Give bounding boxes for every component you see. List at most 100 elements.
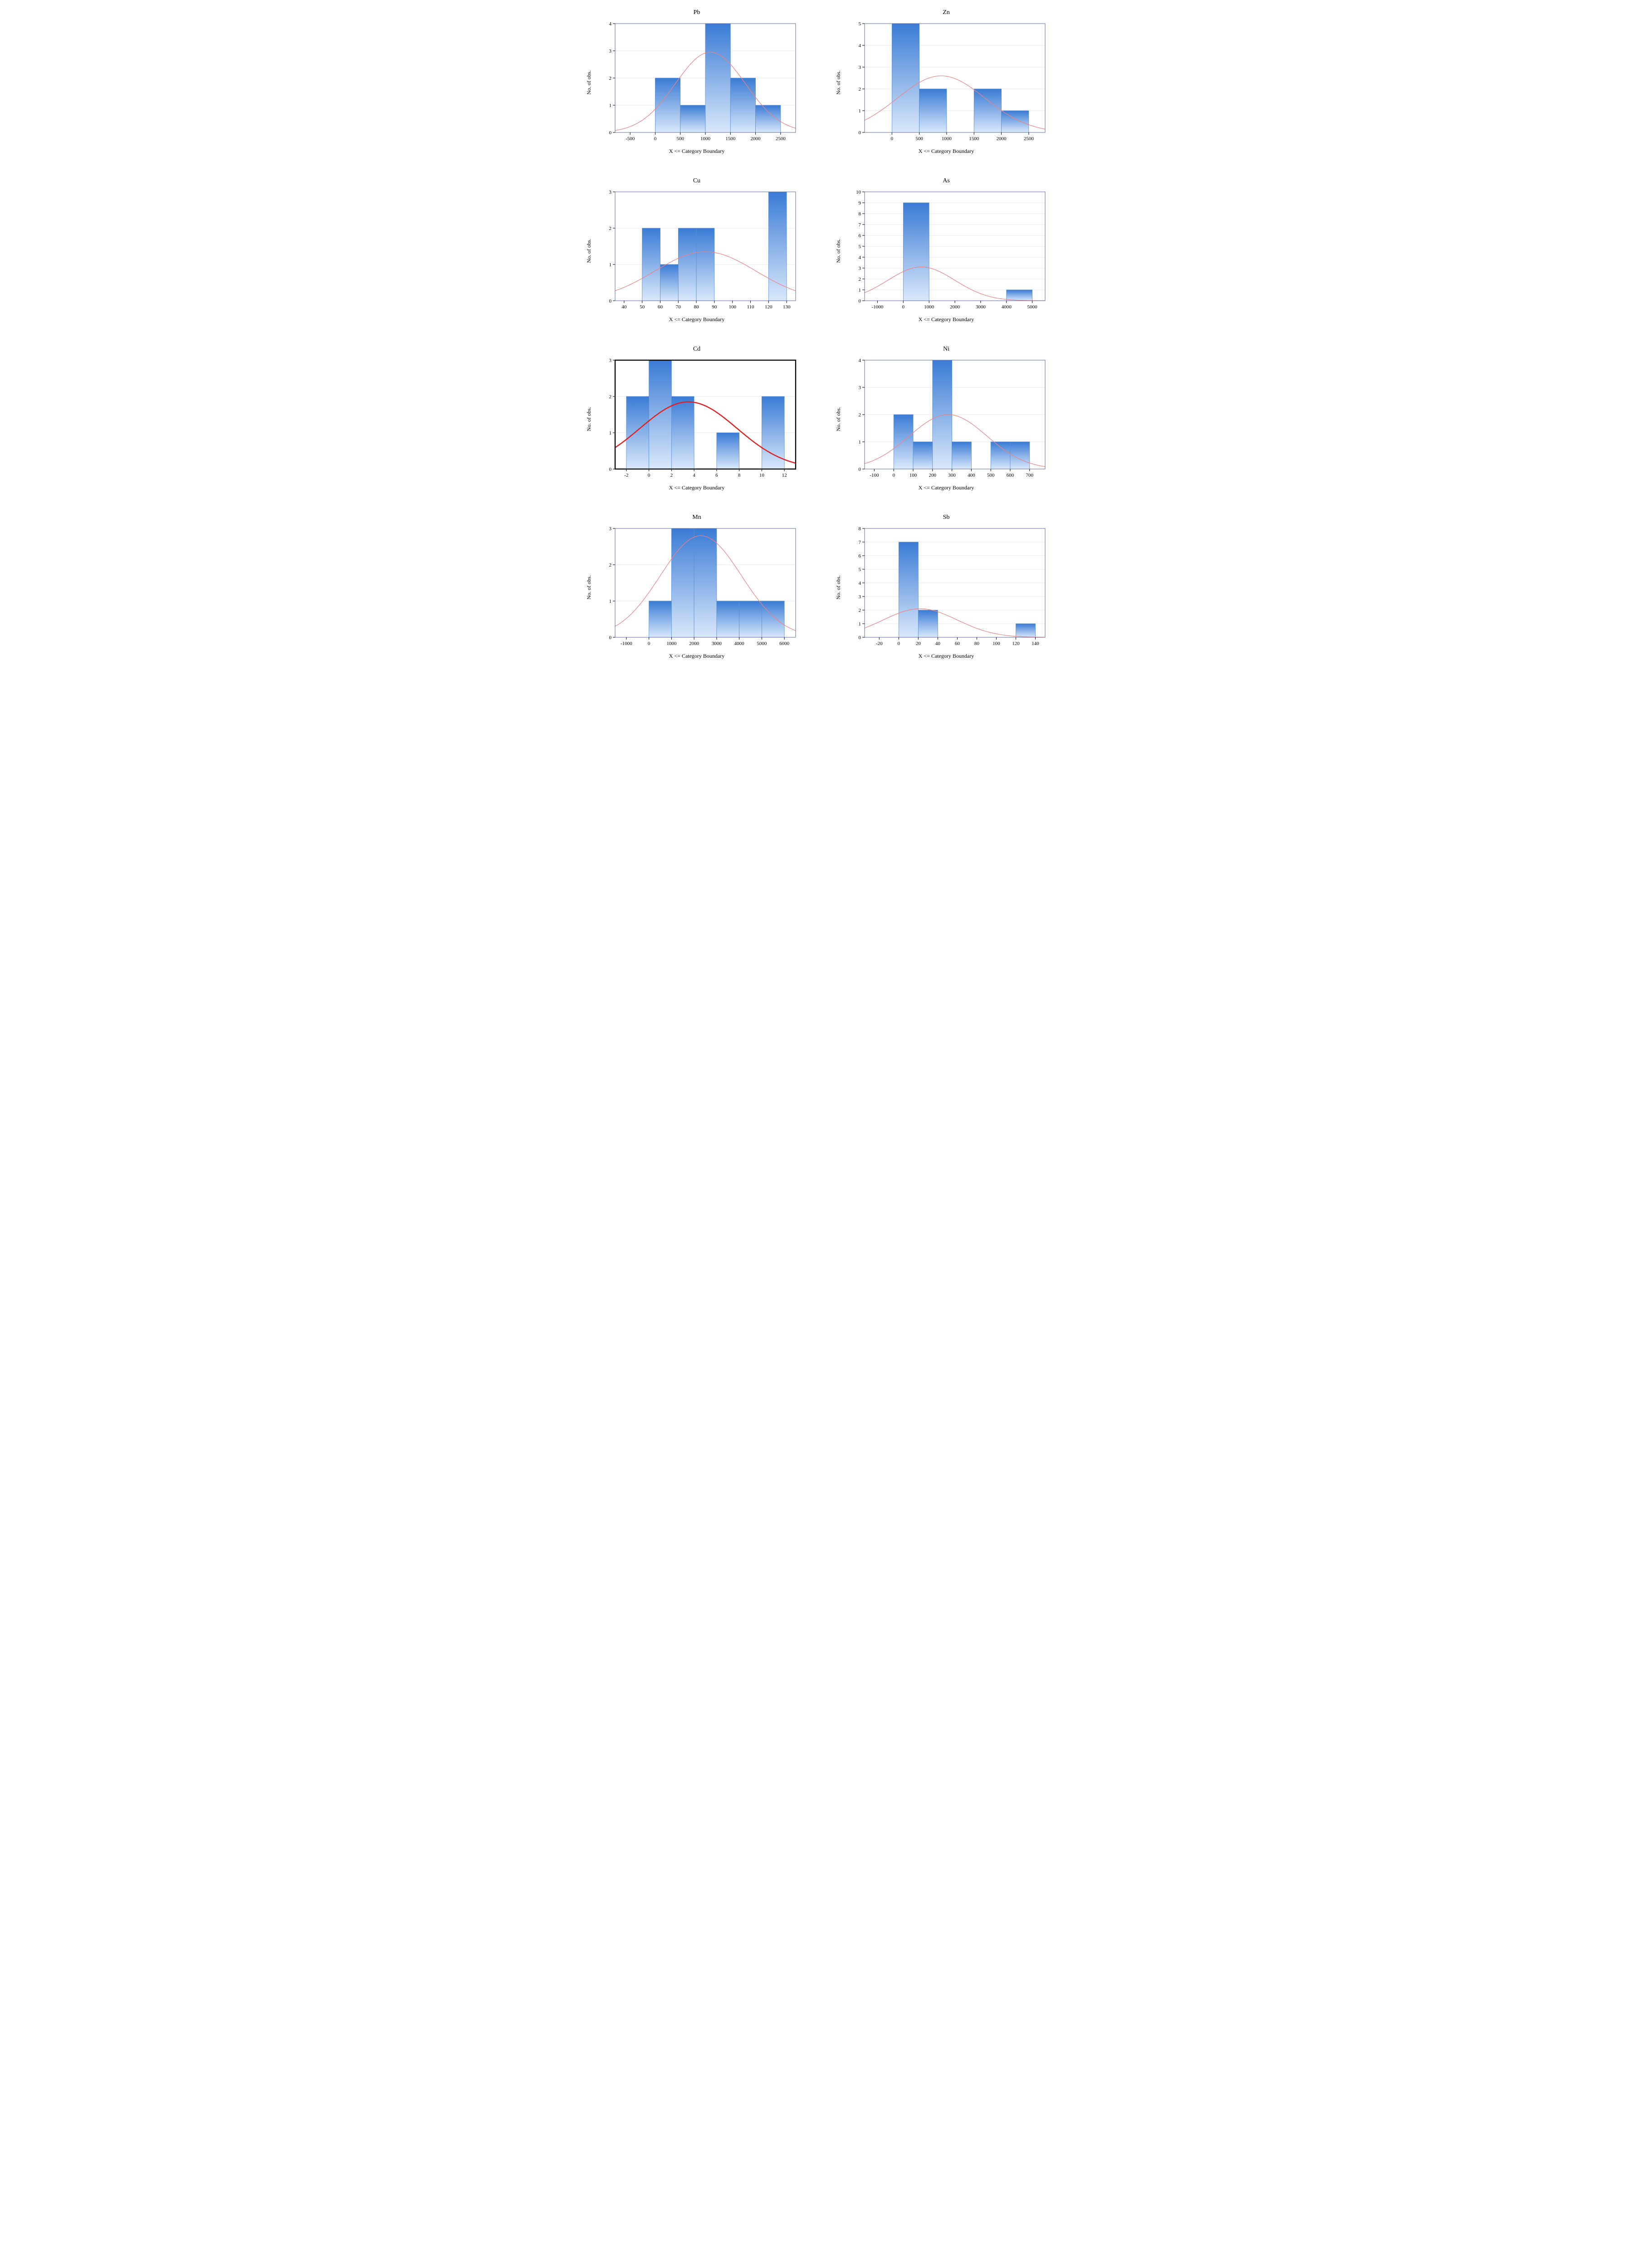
svg-text:2: 2 xyxy=(609,562,612,568)
svg-text:90: 90 xyxy=(712,304,717,310)
svg-text:8: 8 xyxy=(738,473,741,478)
svg-text:1500: 1500 xyxy=(725,136,736,142)
svg-text:3: 3 xyxy=(859,385,861,391)
svg-text:20: 20 xyxy=(916,641,921,646)
svg-text:3: 3 xyxy=(609,526,612,532)
svg-text:4: 4 xyxy=(609,21,612,27)
svg-text:200: 200 xyxy=(929,473,937,478)
svg-text:1: 1 xyxy=(609,262,612,268)
svg-text:400: 400 xyxy=(968,473,975,478)
svg-text:7: 7 xyxy=(859,540,861,545)
plot-area: No. of obs. 4050607080901001101201300123 xyxy=(592,187,801,314)
svg-text:100: 100 xyxy=(729,304,736,310)
svg-text:4: 4 xyxy=(859,581,861,586)
svg-text:4: 4 xyxy=(693,473,695,478)
svg-text:60: 60 xyxy=(955,641,960,646)
svg-text:6000: 6000 xyxy=(779,641,790,646)
svg-text:4: 4 xyxy=(859,358,861,363)
x-axis-label: X <= Category Boundary xyxy=(919,484,974,491)
svg-text:0: 0 xyxy=(891,136,894,142)
svg-text:2: 2 xyxy=(609,394,612,400)
y-axis-label: No. of obs. xyxy=(835,70,842,94)
x-axis-label: X <= Category Boundary xyxy=(669,653,725,660)
svg-text:12: 12 xyxy=(782,473,787,478)
svg-text:6: 6 xyxy=(715,473,718,478)
x-axis-label: X <= Category Boundary xyxy=(669,484,725,491)
svg-text:6: 6 xyxy=(859,553,861,559)
svg-text:2500: 2500 xyxy=(1024,136,1034,142)
plot-area: No. of obs. -20246810120123 xyxy=(592,356,801,483)
svg-text:500: 500 xyxy=(676,136,684,142)
svg-text:1000: 1000 xyxy=(942,136,952,142)
histogram-panel: Ni No. of obs. -100 0 100 200 300 400 500 600 70… xyxy=(833,346,1060,491)
x-axis-label: X <= Category Boundary xyxy=(919,653,974,660)
histogram-panel: Cu No. of obs. 4050607080901001101201300… xyxy=(583,177,810,323)
svg-text:4: 4 xyxy=(859,43,861,49)
plot-area: No. of obs. -100001000200030004000500001… xyxy=(842,187,1051,314)
plot-area: No. of obs. -200204060801001201400123456… xyxy=(842,524,1051,651)
svg-text:0: 0 xyxy=(859,635,861,640)
svg-text:3: 3 xyxy=(859,65,861,70)
svg-text:1: 1 xyxy=(609,430,612,436)
svg-text:8: 8 xyxy=(859,211,861,217)
y-axis-label: No. of obs. xyxy=(586,407,592,431)
svg-text:-500: -500 xyxy=(626,136,635,142)
svg-text:3: 3 xyxy=(859,266,861,271)
svg-text:1000: 1000 xyxy=(666,641,677,646)
y-axis-label: No. of obs. xyxy=(835,239,842,263)
svg-text:0: 0 xyxy=(609,130,612,136)
chart-title: As xyxy=(943,177,950,185)
svg-text:2: 2 xyxy=(859,412,861,418)
svg-text:80: 80 xyxy=(974,641,980,646)
svg-text:1: 1 xyxy=(609,103,612,108)
svg-text:-100: -100 xyxy=(870,473,879,478)
histogram-panel: Pb No. of obs. -500050010001500200025000… xyxy=(583,9,810,155)
svg-text:5000: 5000 xyxy=(757,641,767,646)
plot-area: No. of obs. -100010020030040050060070001… xyxy=(842,356,1051,483)
svg-text:4000: 4000 xyxy=(734,641,745,646)
svg-text:2: 2 xyxy=(859,608,861,613)
svg-text:3000: 3000 xyxy=(976,304,986,310)
y-axis-label: No. of obs. xyxy=(586,70,592,94)
svg-text:1000: 1000 xyxy=(700,136,711,142)
y-axis-label: No. of obs. xyxy=(586,239,592,263)
plot-area: No. of obs. -500050010001500200025000123… xyxy=(592,19,801,146)
svg-text:1: 1 xyxy=(609,599,612,604)
svg-text:0: 0 xyxy=(648,641,650,646)
svg-text:4: 4 xyxy=(859,255,861,260)
plot-area: No. of obs. 05001000150020002500012345 xyxy=(842,19,1051,146)
svg-text:4000: 4000 xyxy=(1002,304,1012,310)
svg-text:50: 50 xyxy=(640,304,645,310)
histogram-panel: Zn No. of obs. 0500100015002000250001234… xyxy=(833,9,1060,155)
svg-text:2000: 2000 xyxy=(997,136,1007,142)
svg-text:2000: 2000 xyxy=(689,641,699,646)
svg-text:500: 500 xyxy=(987,473,995,478)
svg-text:0: 0 xyxy=(892,473,895,478)
svg-text:0: 0 xyxy=(902,304,905,310)
chart-grid: Pb No. of obs. -500050010001500200025000… xyxy=(583,9,1060,660)
svg-text:0: 0 xyxy=(859,298,861,304)
histogram-panel: Cd No. of obs. -20246810120123 X <= Cate… xyxy=(583,346,810,491)
y-axis-label: No. of obs. xyxy=(835,407,842,431)
chart-title: Ni xyxy=(943,346,949,353)
x-axis-label: X <= Category Boundary xyxy=(669,148,725,155)
svg-text:600: 600 xyxy=(1007,473,1014,478)
svg-text:0: 0 xyxy=(859,130,861,136)
svg-text:130: 130 xyxy=(783,304,791,310)
svg-text:100: 100 xyxy=(910,473,917,478)
svg-text:110: 110 xyxy=(747,304,754,310)
svg-text:700: 700 xyxy=(1026,473,1034,478)
svg-text:6: 6 xyxy=(859,233,861,239)
svg-text:80: 80 xyxy=(694,304,699,310)
svg-text:500: 500 xyxy=(915,136,923,142)
svg-text:3: 3 xyxy=(859,594,861,600)
svg-text:300: 300 xyxy=(948,473,956,478)
svg-text:1: 1 xyxy=(859,440,861,445)
svg-text:0: 0 xyxy=(898,641,900,646)
svg-text:70: 70 xyxy=(676,304,681,310)
svg-text:10: 10 xyxy=(856,190,861,195)
svg-text:0: 0 xyxy=(859,467,861,472)
plot-area: No. of obs. -100001000200030004000500060… xyxy=(592,524,801,651)
svg-text:-20: -20 xyxy=(876,641,883,646)
chart-title: Cd xyxy=(693,346,700,353)
